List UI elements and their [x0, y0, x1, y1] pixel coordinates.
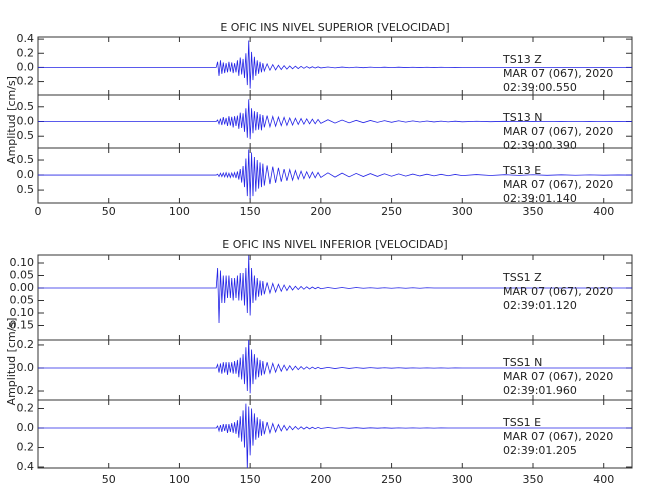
- trace-annotation: 02:39:01.120: [503, 299, 577, 312]
- y-tick-label: 0.0: [17, 421, 35, 434]
- waveform: [38, 99, 632, 140]
- trace-annotation: TSS1 N: [502, 356, 542, 369]
- trace-annotation: MAR 07 (067), 2020: [503, 67, 613, 80]
- y-tick-label: 0.10: [10, 306, 35, 319]
- waveform: [38, 340, 632, 394]
- chart-title: E OFIC INS NIVEL SUPERIOR [VELOCIDAD]: [220, 21, 449, 34]
- y-tick-label: 0.2: [17, 441, 35, 454]
- y-tick-label: 0.05: [10, 269, 35, 282]
- y-tick-label: 0.2: [17, 338, 35, 351]
- trace-annotation: MAR 07 (067), 2020: [503, 178, 613, 191]
- y-tick-label: 0.05: [10, 294, 35, 307]
- y-tick-label: 0.00: [10, 281, 35, 294]
- trace-annotation: MAR 07 (067), 2020: [503, 430, 613, 443]
- y-tick-label: 0.15: [10, 319, 35, 332]
- x-tick-label: 200: [310, 205, 331, 218]
- trace-annotation: MAR 07 (067), 2020: [503, 285, 613, 298]
- y-tick-label: 0.2: [17, 75, 35, 88]
- y-tick-label: 0.10: [10, 256, 35, 269]
- x-tick-label: 300: [452, 473, 473, 486]
- panel-frame: [37, 399, 633, 469]
- y-tick-label: 0.5: [17, 183, 35, 196]
- x-tick-label: 150: [240, 473, 261, 486]
- y-tick-label: 0.4: [17, 460, 35, 473]
- waveform: [38, 149, 632, 200]
- trace-annotation: TS13 N: [502, 111, 542, 124]
- y-tick-label: 0.5: [17, 153, 35, 166]
- x-tick-label: 150: [240, 205, 261, 218]
- x-tick-label: 0: [35, 205, 42, 218]
- x-tick-label: 250: [381, 205, 402, 218]
- y-tick-label: 0.0: [17, 361, 35, 374]
- x-tick-label: 50: [102, 205, 116, 218]
- y-tick-label: 0.2: [17, 384, 35, 397]
- y-tick-label: 0.4: [17, 32, 35, 45]
- x-tick-label: 350: [523, 473, 544, 486]
- x-tick-label: 400: [593, 473, 614, 486]
- x-tick-label: 100: [169, 205, 190, 218]
- trace-annotation: 02:39:01.960: [503, 384, 577, 397]
- trace-annotation: MAR 07 (067), 2020: [503, 370, 613, 383]
- trace-annotation: TS13 Z: [502, 53, 542, 66]
- y-tick-label: 0.5: [17, 100, 35, 113]
- y-tick-label: 0.0: [17, 115, 35, 128]
- y-tick-label: 0.0: [17, 168, 35, 181]
- x-tick-label: 200: [310, 473, 331, 486]
- waveform: [38, 403, 632, 468]
- chart-title: E OFIC INS NIVEL INFERIOR [VELOCIDAD]: [222, 238, 447, 251]
- waveform: [38, 255, 632, 324]
- trace-annotation: MAR 07 (067), 2020: [503, 125, 613, 138]
- x-tick-label: 250: [381, 473, 402, 486]
- y-axis-label: Amplitud [cm/s]: [5, 76, 18, 164]
- x-tick-label: 50: [102, 473, 116, 486]
- y-axis-label: Amplitud [cm/s]: [5, 318, 18, 406]
- waveform: [38, 40, 632, 89]
- y-tick-label: 0.2: [17, 46, 35, 59]
- x-tick-label: 350: [523, 205, 544, 218]
- trace-annotation: TSS1 Z: [502, 271, 542, 284]
- y-tick-label: 0.0: [17, 60, 35, 73]
- x-tick-label: 400: [593, 205, 614, 218]
- trace-annotation: TS13 E: [502, 164, 541, 177]
- trace-annotation: 02:39:01.140: [503, 192, 577, 205]
- y-tick-label: 0.2: [17, 401, 35, 414]
- trace-annotation: 02:39:00.390: [503, 139, 577, 152]
- x-tick-label: 300: [452, 205, 473, 218]
- y-tick-label: 0.5: [17, 129, 35, 142]
- x-tick-label: 100: [169, 473, 190, 486]
- trace-annotation: TSS1 E: [502, 416, 541, 429]
- trace-annotation: 02:39:01.205: [503, 444, 577, 457]
- trace-annotation: 02:39:00.550: [503, 81, 577, 94]
